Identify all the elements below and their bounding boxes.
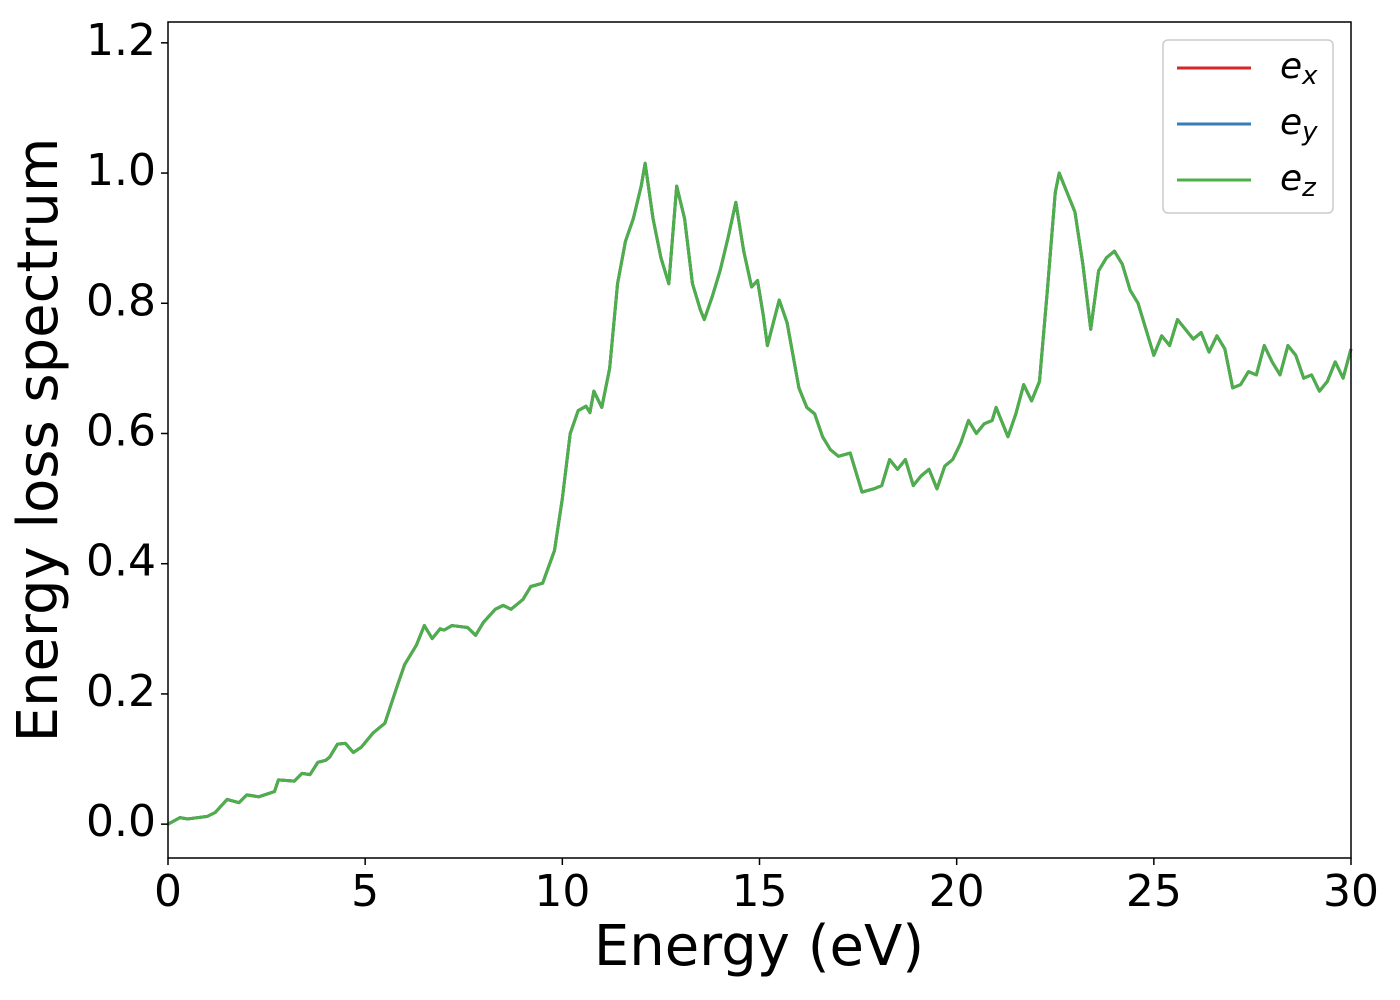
y-tick-label: 1.2: [86, 15, 156, 66]
legend-box: [1162, 39, 1334, 214]
x-tick-label: 0: [154, 866, 182, 917]
x-tick-label: 5: [351, 866, 379, 917]
y-tick-label: 0.0: [86, 796, 156, 847]
legend-label: ez: [1280, 158, 1317, 203]
y-tick-label: 0.2: [86, 666, 156, 717]
y-tick-label: 0.8: [86, 275, 156, 326]
y-tick-label: 1.0: [86, 145, 156, 196]
x-axis-label: Energy (eV): [594, 914, 924, 979]
x-tick-label: 15: [732, 866, 788, 917]
x-tick-label: 10: [534, 866, 590, 917]
x-tick-label: 25: [1126, 866, 1182, 917]
plot-frame: [167, 21, 1352, 859]
y-tick-label: 0.4: [86, 536, 156, 587]
x-tick-label: 30: [1323, 866, 1379, 917]
series-line: [167, 161, 1353, 826]
legend-label: ex: [1280, 46, 1318, 91]
x-tick-label: 20: [929, 866, 985, 917]
series-line: [167, 161, 1353, 826]
legend-label: ey: [1280, 102, 1318, 147]
series-line: [167, 161, 1353, 826]
y-tick-label: 0.6: [86, 405, 156, 456]
y-axis-label: Energy loss spectrum: [6, 138, 71, 743]
